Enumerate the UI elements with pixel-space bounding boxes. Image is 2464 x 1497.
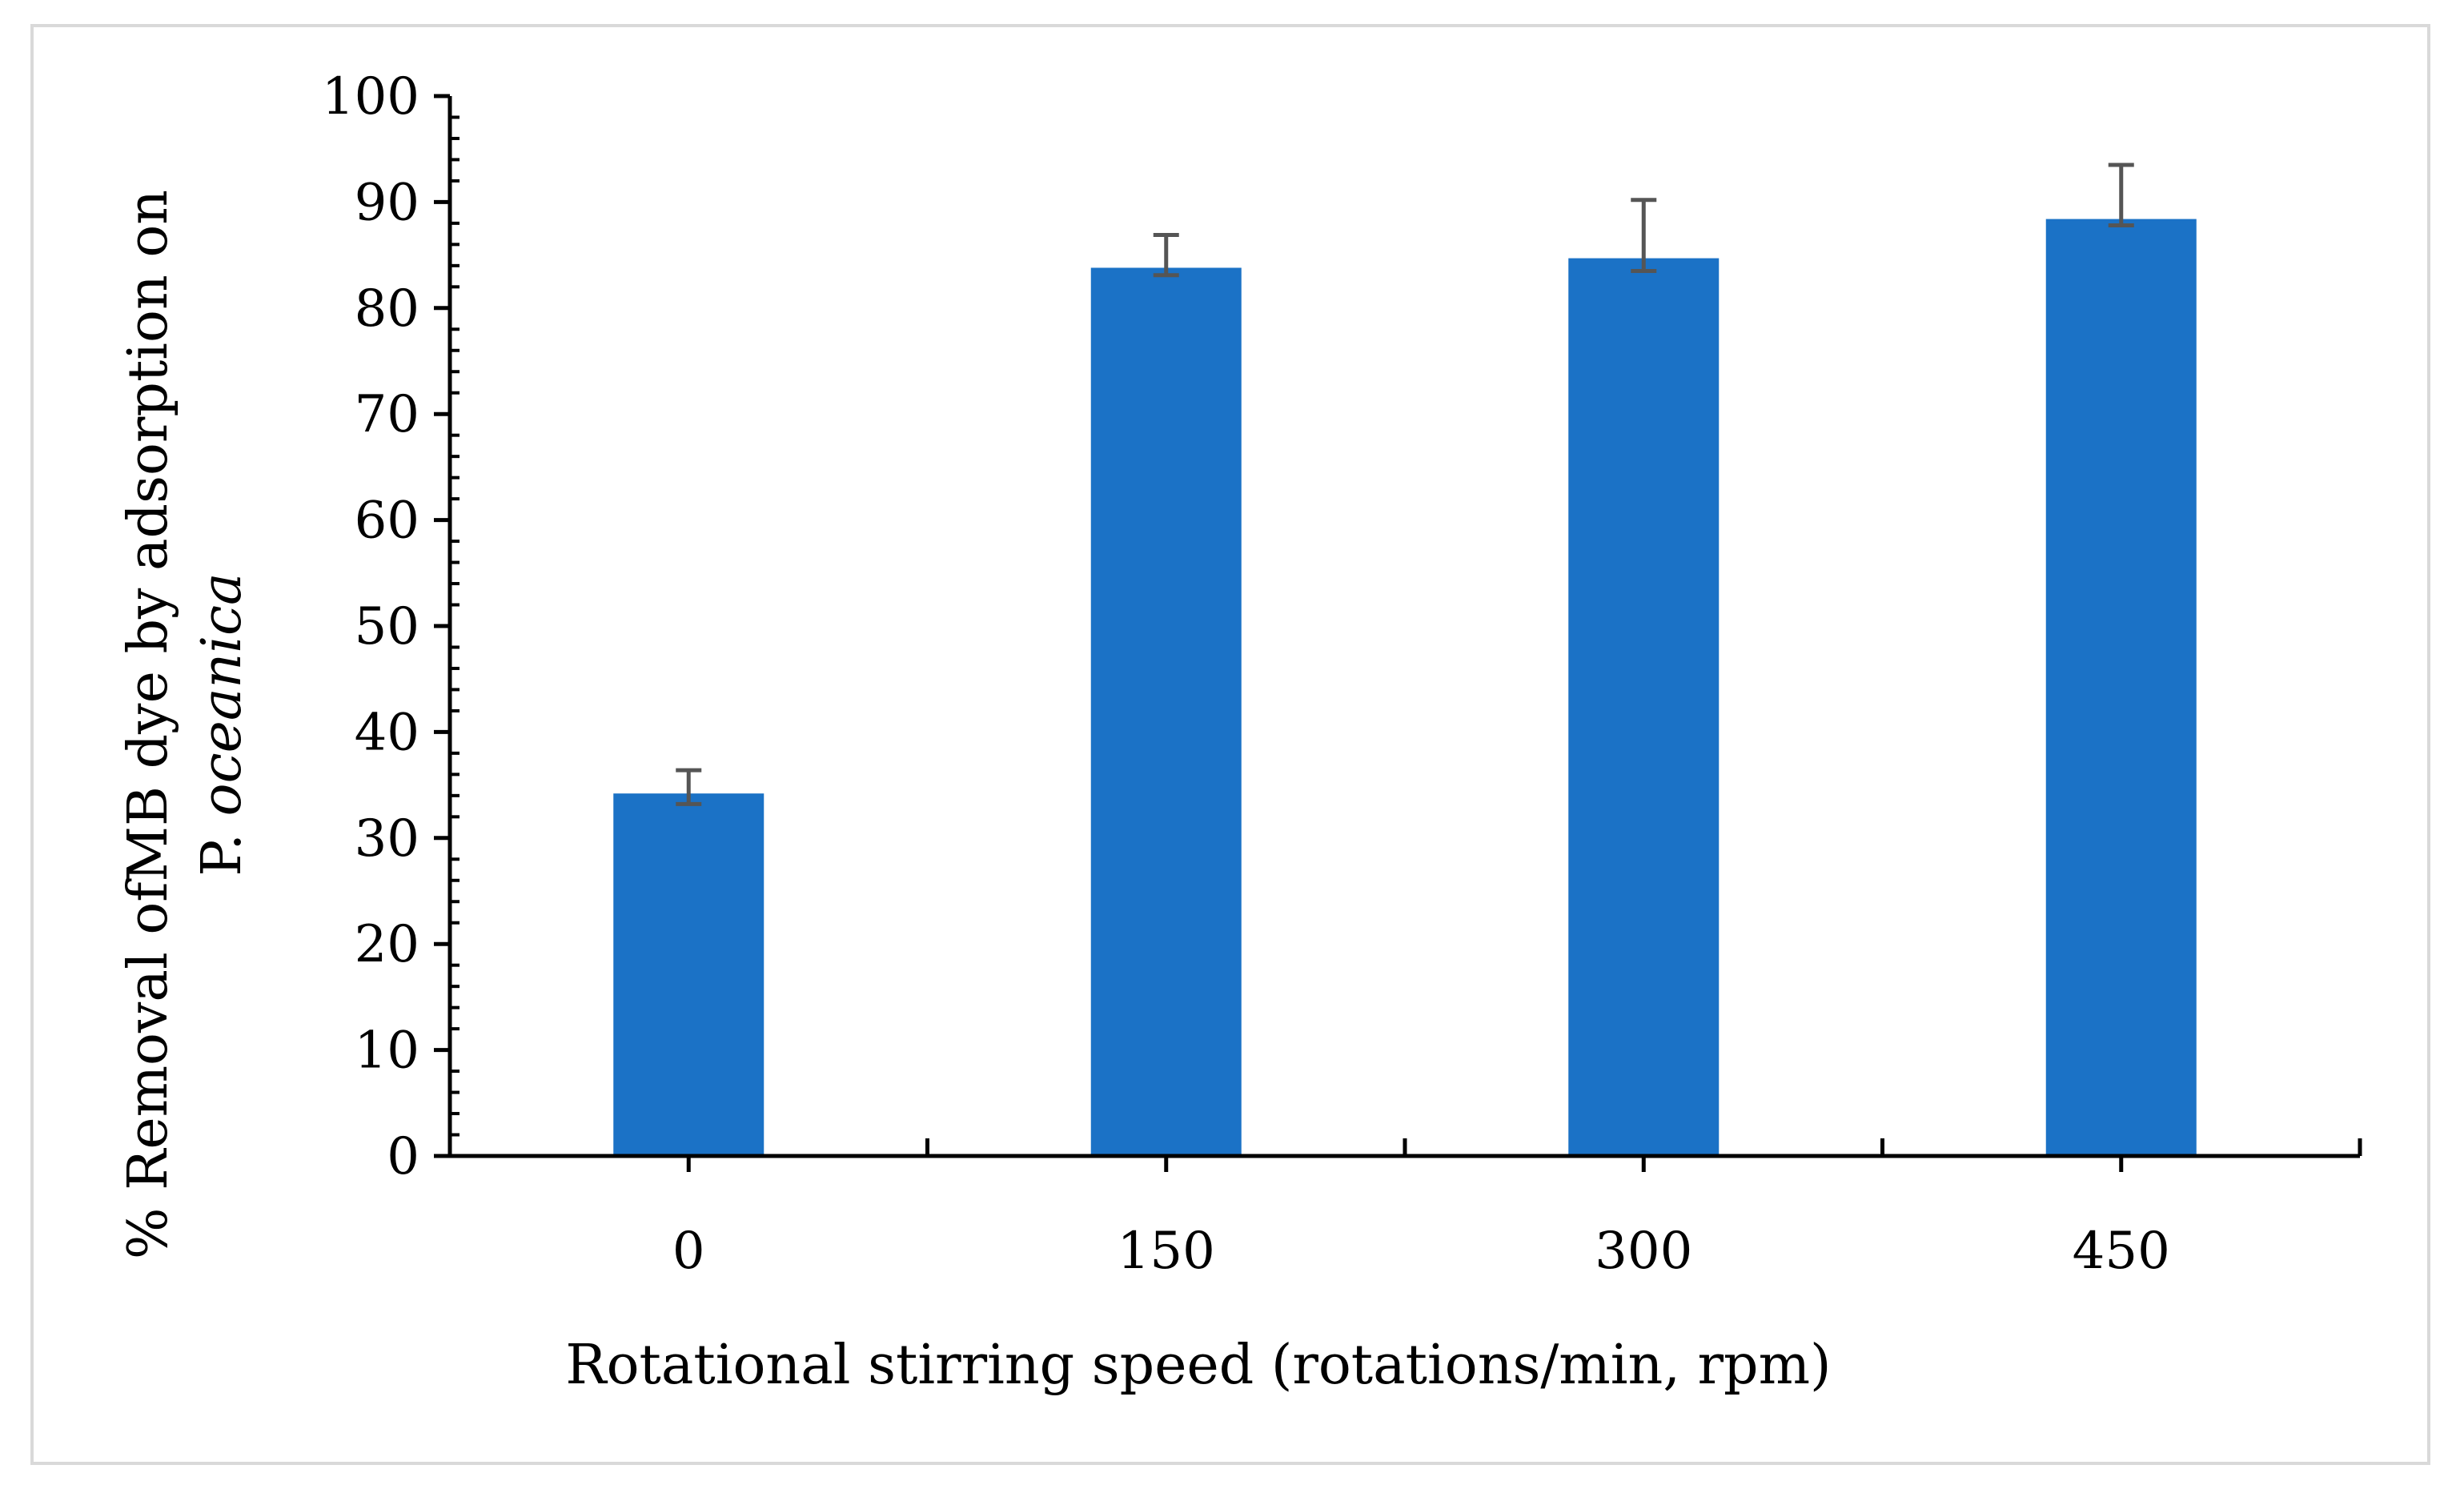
y-tick-label: 20: [355, 915, 419, 974]
y-tick-label: 30: [355, 809, 419, 869]
bars-layer: [613, 219, 2197, 1157]
y-tick-label: 60: [355, 492, 419, 551]
y-axis-title-prefix: P.: [191, 816, 254, 876]
y-tick-label: 0: [387, 1127, 419, 1186]
bar: [613, 793, 764, 1156]
bar: [2045, 219, 2197, 1157]
x-tick-label: 0: [672, 1222, 705, 1281]
x-ticks-layer: 0 150 300 450: [447, 1138, 2362, 1281]
y-tick-label: 10: [355, 1021, 419, 1081]
bar: [1568, 258, 1720, 1156]
y-tick-label: 50: [355, 597, 419, 656]
y-axis-title-line2: P. oceanica: [191, 572, 254, 876]
error-bars-layer: [676, 163, 2134, 806]
x-tick-label: 300: [1595, 1222, 1692, 1281]
x-axis-title: Rotational stirring speed (rotations/min…: [565, 1334, 1831, 1397]
y-tick-label: 80: [355, 279, 419, 339]
x-tick-label: 450: [2073, 1222, 2170, 1281]
bar: [1090, 267, 1242, 1156]
y-tick-label: 40: [355, 703, 419, 762]
y-tick-label: 100: [322, 67, 419, 126]
y-ticks-layer: 0 10 20 30 40 50 60 70 80 90 100: [322, 67, 459, 1186]
y-tick-label: 70: [355, 385, 419, 444]
y-axis-title-line1: % Removal ofMB dye by adsorption on: [117, 190, 180, 1259]
x-tick-label: 150: [1118, 1222, 1215, 1281]
y-tick-label: 90: [355, 173, 419, 232]
y-axis-title-species: oceanica: [191, 572, 254, 816]
